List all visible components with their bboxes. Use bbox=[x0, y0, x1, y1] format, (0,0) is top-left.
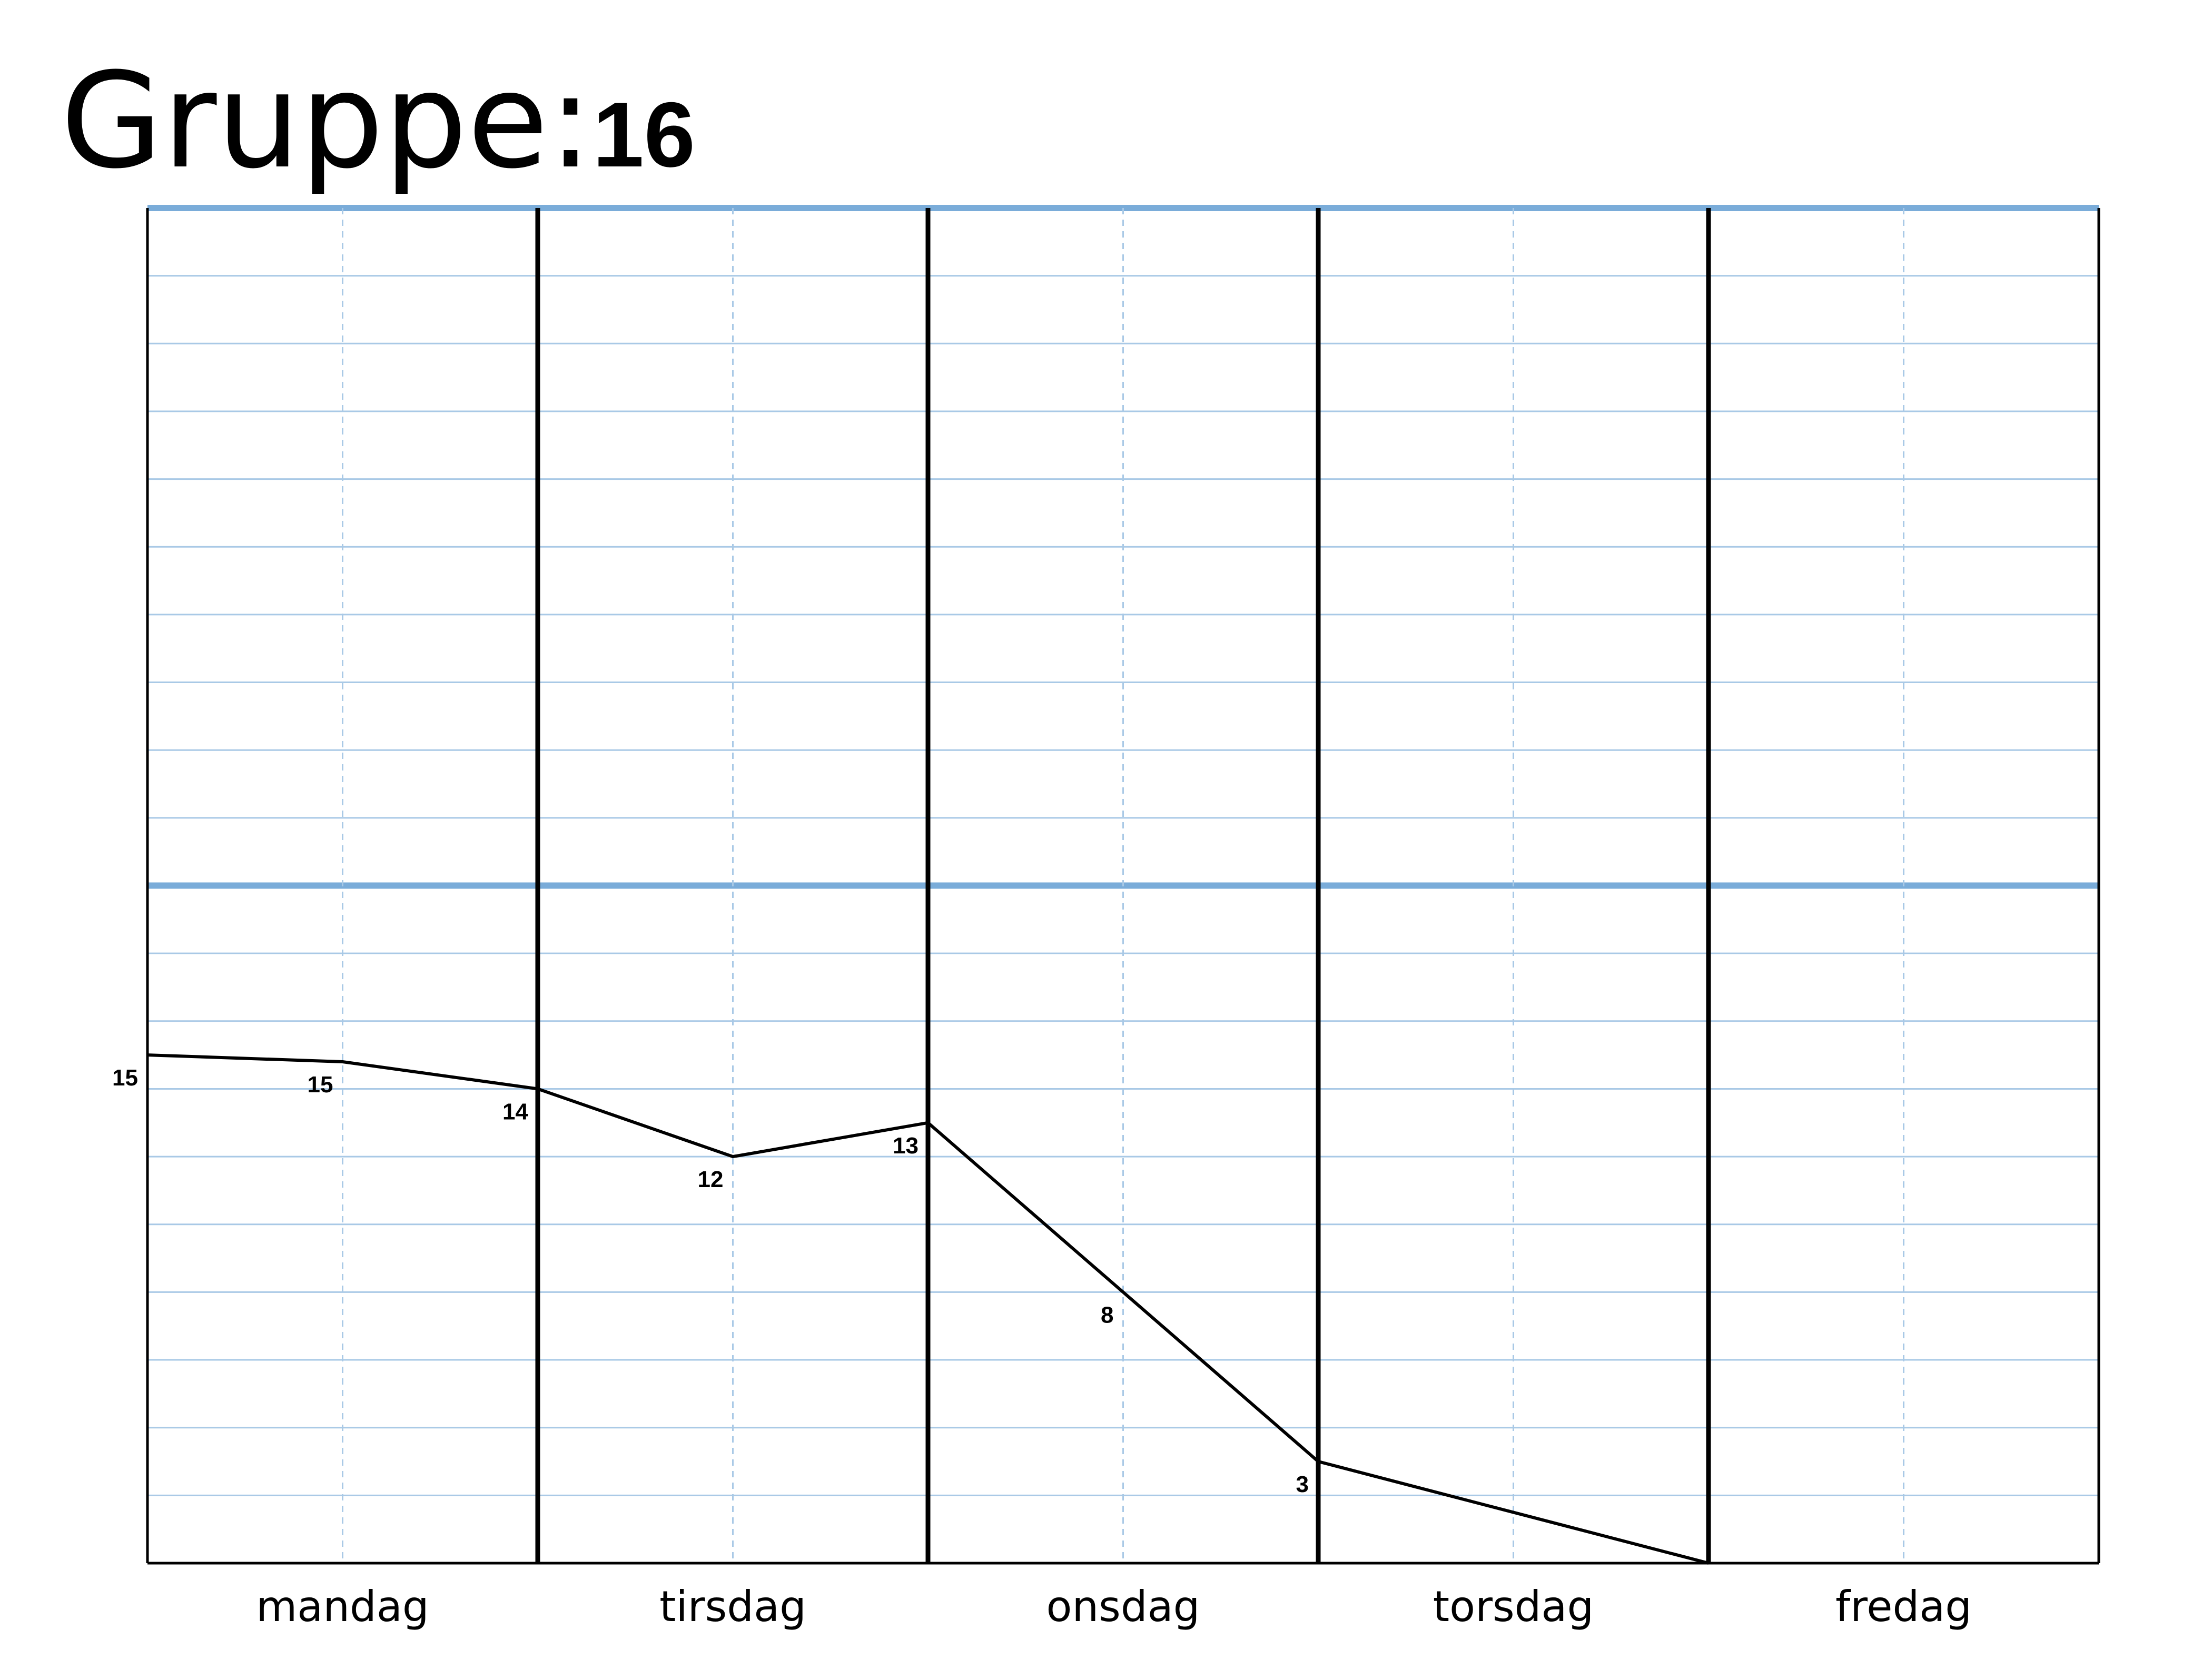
plot-frame bbox=[146, 208, 2100, 1565]
title-group-number: 16 bbox=[592, 84, 696, 186]
x-tick-label: fredag bbox=[1835, 1582, 1972, 1631]
point-label: 14 bbox=[502, 1099, 528, 1124]
point-labels: 15 15 14 12 13 8 3 bbox=[112, 1065, 1309, 1497]
x-tick-label: onsdag bbox=[1046, 1582, 1200, 1631]
half-day-gridlines bbox=[342, 208, 1904, 1563]
series-line bbox=[147, 1053, 1709, 1565]
x-tick-label: torsdag bbox=[1433, 1582, 1594, 1631]
point-label: 13 bbox=[893, 1133, 919, 1159]
x-axis-labels: mandag tirsdag onsdag torsdag fredag bbox=[256, 1582, 1972, 1631]
chart-title: Gruppe:16 bbox=[61, 55, 695, 187]
x-tick-label: mandag bbox=[256, 1582, 429, 1631]
point-label: 3 bbox=[1296, 1472, 1309, 1497]
x-tick-label: tirsdag bbox=[659, 1582, 806, 1631]
point-label: 8 bbox=[1101, 1302, 1113, 1328]
point-label: 12 bbox=[698, 1167, 724, 1192]
point-label: 15 bbox=[112, 1065, 138, 1091]
point-label: 15 bbox=[308, 1072, 333, 1098]
data-series bbox=[147, 1053, 1709, 1565]
title-label: Gruppe: bbox=[61, 44, 593, 197]
